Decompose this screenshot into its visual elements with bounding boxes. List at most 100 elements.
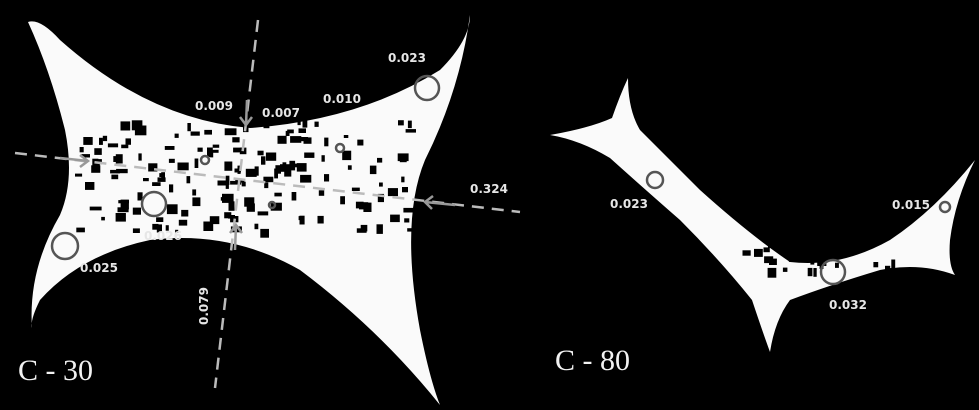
pore [379,183,383,187]
pore [324,138,328,147]
pore [83,137,92,145]
pore [187,123,191,131]
pore [225,128,237,135]
pore [406,129,416,133]
pore [76,228,85,233]
pore [402,187,408,192]
pore [783,268,788,272]
measurement-label: 0.032 [829,298,867,312]
pore [274,169,278,179]
pore [290,136,301,143]
measurement-label: 0.007 [262,106,300,120]
measurement-label: 0.026 [144,229,182,243]
pore [221,197,231,201]
pore [344,135,349,138]
pore [876,274,883,278]
pore [179,220,187,226]
pore [210,216,220,224]
pore [75,174,82,177]
pore [213,145,220,148]
pore [80,147,84,152]
pore [228,215,235,219]
pore [247,203,255,211]
pore [299,216,304,220]
pore [318,216,324,224]
pore [324,174,329,181]
pore [377,224,383,234]
pore [169,159,175,163]
pore [404,218,409,222]
pore [891,273,903,276]
pore [284,168,291,177]
pore [181,210,188,217]
pore [210,150,218,153]
pore [169,184,173,192]
pore [873,262,878,267]
pore [192,197,200,206]
pore [359,202,368,209]
pore [401,177,404,183]
pore [403,208,414,213]
pore [198,148,203,152]
pore [116,213,126,222]
measurement-label: 0.023 [610,197,648,211]
pore [398,153,409,161]
measurement-label: 0.009 [195,99,233,113]
micrograph: 0.009 0.007 0.010 0.023 0.324 0.026 0.02… [0,0,979,410]
pore [319,190,324,196]
measurement-label: 0.023 [388,51,426,65]
pore [754,249,763,257]
pore [178,163,189,171]
pore [357,140,363,146]
pore [768,241,778,248]
pore [340,196,345,204]
pore [108,143,118,147]
pore [835,263,839,268]
pore [290,164,301,168]
pore [226,180,229,189]
pore [764,256,773,263]
pore [156,217,163,222]
pore [152,182,161,186]
pore [292,192,297,201]
pore [315,122,319,127]
pore [764,247,770,252]
pore [99,138,103,145]
pore [782,243,790,251]
page: 0.009 0.007 0.010 0.023 0.324 0.026 0.02… [0,0,979,410]
measurement-label: 0.025 [80,261,118,275]
pore [111,175,118,180]
pore [103,136,107,141]
pore [283,162,287,166]
pore [255,224,259,230]
pore [167,204,178,214]
pore [819,241,826,246]
pore [891,260,895,269]
pore [204,130,212,135]
pore [390,215,400,223]
pore [398,120,404,125]
measurement-label: 0.015 [892,198,930,212]
pore [838,245,842,248]
pore [121,200,129,210]
pore [195,159,199,169]
pore [133,228,140,233]
pore [370,166,377,175]
pore [126,138,132,144]
pore [266,153,276,161]
pore [260,229,269,238]
pore [232,137,239,142]
pore [191,132,200,136]
pore [300,175,311,183]
pore [159,173,163,177]
pore [278,136,287,144]
pore [304,153,314,158]
pore [258,211,269,215]
pore [121,121,131,130]
pore [808,268,813,276]
pore [303,120,308,127]
pore [138,153,141,160]
pore [348,165,352,170]
pore [218,181,227,186]
pore [143,178,149,181]
